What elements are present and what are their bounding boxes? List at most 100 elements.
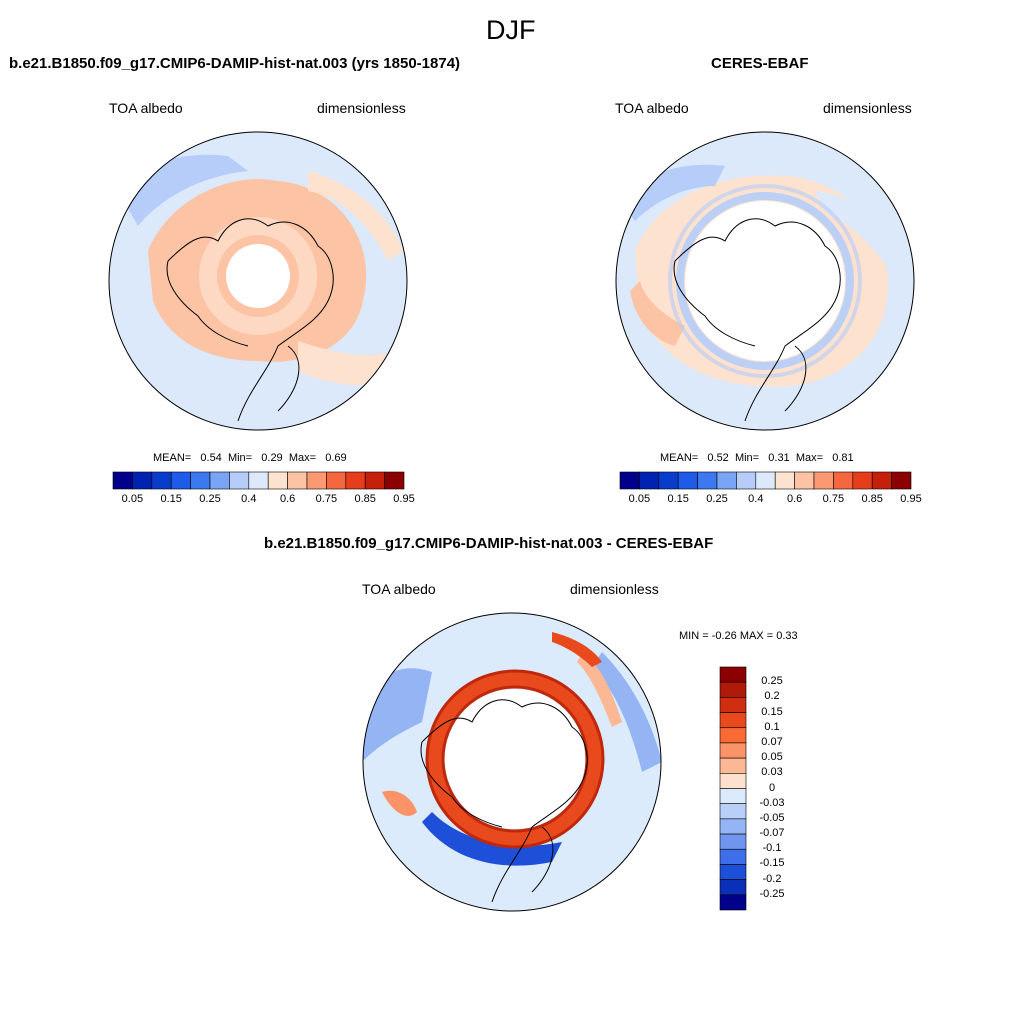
panel-2-mean-value: 0.52 (707, 452, 729, 464)
panel-3-bias-ring (428, 672, 602, 846)
colorbar-2-tick-label: 0.05 (628, 493, 651, 505)
colorbar-3-box-1 (719, 681, 747, 698)
colorbar-3-tick-label: 0.05 (761, 751, 783, 764)
panel-2-min-label: Min= (734, 452, 760, 464)
colorbar-2-box-10 (813, 471, 834, 490)
colorbar-1-tick-label: 0.05 (121, 493, 144, 505)
panel-2-units-label: dimensionless (823, 100, 912, 116)
colorbar-3-tick-label: 0 (768, 781, 776, 794)
colorbar-2-box-1 (639, 471, 660, 490)
panel-3-colorbar (719, 666, 747, 911)
colorbar-2-box-14 (891, 471, 912, 490)
colorbar-3-tick-label: -0.05 (759, 811, 785, 824)
colorbar-1-box-3 (170, 471, 191, 490)
panel-1-min-value: 0.29 (261, 452, 283, 464)
colorbar-3-box-2 (719, 697, 747, 713)
colorbar-2-tick-label: 0.75 (822, 493, 845, 505)
colorbar-3-box-9 (719, 803, 747, 820)
figure-title: DJF (486, 15, 536, 45)
colorbar-3-tick-label: 0.03 (761, 766, 783, 779)
colorbar-3-tick-label: 0.15 (761, 705, 783, 718)
colorbar-1-box-13 (364, 471, 385, 490)
panel-3-units-label: dimensionless (570, 581, 659, 597)
colorbar-2-tick-label: 0.25 (706, 493, 728, 505)
panel-1-colorbar (112, 471, 405, 490)
colorbar-2-box-8 (774, 471, 795, 490)
panel-3-polar-map (362, 612, 662, 912)
colorbar-2-tick-label: 0.95 (900, 493, 922, 505)
colorbar-3-tick-label: 0.1 (764, 720, 780, 733)
panel-1-units-label: dimensionless (317, 100, 406, 116)
colorbar-3-tick-label: -0.03 (759, 796, 785, 809)
panel-2-max-value: 0.81 (832, 452, 854, 464)
panel-1-coastlines (166, 218, 334, 422)
colorbar-2-box-13 (871, 471, 892, 490)
colorbar-2-box-6 (736, 471, 757, 490)
colorbar-3-tick-label: -0.07 (759, 827, 785, 840)
colorbar-2-tick-label: 0.6 (786, 493, 803, 505)
panel-2-colorbar-ticks: 0.05 0.15 0.25 0.4 0.6 0.75 0.85 0.95 (620, 493, 922, 507)
colorbar-1-tick-label: 0.6 (279, 493, 296, 505)
colorbar-3-tick-label: 0.07 (761, 735, 783, 748)
panel-1-stats: MEAN= 0.54 Min= 0.29 Max= 0.69 (153, 452, 347, 464)
colorbar-3-box-3 (719, 712, 747, 729)
colorbar-3-box-10 (719, 818, 747, 835)
colorbar-3-box-6 (719, 757, 747, 774)
colorbar-2-box-7 (755, 471, 776, 490)
colorbar-3-box-7 (719, 773, 747, 789)
panel-1-title: b.e21.B1850.f09_g17.CMIP6-DAMIP-hist-nat… (9, 55, 461, 72)
colorbar-1-tick-label: 0.85 (354, 493, 376, 505)
colorbar-3-tick-label: -0.25 (759, 887, 785, 900)
colorbar-2-tick-label: 0.15 (667, 493, 689, 505)
colorbar-1-box-2 (151, 471, 172, 490)
colorbar-2-box-0 (619, 471, 640, 490)
colorbar-1-box-6 (229, 471, 250, 490)
colorbar-1-box-4 (190, 471, 211, 490)
panel-2-min-value: 0.31 (768, 452, 790, 464)
colorbar-1-tick-label: 0.4 (241, 493, 257, 505)
colorbar-3-box-11 (719, 833, 747, 850)
panel-2-stats: MEAN= 0.52 Min= 0.31 Max= 0.81 (660, 452, 854, 464)
colorbar-2-box-3 (677, 471, 698, 490)
panel-2-mean-label: MEAN= (660, 452, 699, 464)
colorbar-3-tick-label: 0.2 (764, 690, 780, 703)
colorbar-3-box-12 (719, 848, 747, 865)
colorbar-1-box-0 (112, 471, 133, 490)
panel-3-min-max-text: MIN = -0.26 MAX = 0.33 (679, 630, 798, 642)
colorbar-1-tick-label: 0.95 (393, 493, 415, 505)
panel-2-polar-map (615, 131, 915, 431)
panel-1-missing-pole (226, 244, 290, 308)
colorbar-1-tick-label: 0.15 (160, 493, 182, 505)
colorbar-3-tick-label: -0.2 (762, 872, 782, 885)
colorbar-1-box-7 (248, 471, 269, 490)
colorbar-3-tick-label: -0.1 (762, 842, 782, 855)
panel-3-coastlines (420, 699, 588, 903)
colorbar-3-box-14 (719, 879, 747, 896)
colorbar-1-box-10 (306, 471, 327, 490)
colorbar-2-box-5 (716, 471, 737, 490)
panel-1-variable-label: TOA albedo (109, 100, 183, 116)
panel-1-colorbar-ticks: 0.05 0.15 0.25 0.4 0.6 0.75 0.85 0.95 (113, 493, 415, 507)
colorbar-1-box-11 (326, 471, 347, 490)
colorbar-3-box-4 (719, 727, 747, 744)
colorbar-1-box-14 (384, 471, 405, 490)
panel-3-colorbar-ticks: 0.25 0.2 0.15 0.1 0.07 0.05 0.03 0 -0.03 -0.05 -0.… (752, 667, 812, 910)
panel-2-max-label: Max= (795, 452, 824, 464)
colorbar-3-tick-label: -0.15 (759, 857, 785, 870)
panel-2-coastlines (673, 218, 841, 422)
colorbar-3-tick-label: 0.25 (761, 675, 783, 688)
colorbar-2-tick-label: 0.4 (748, 493, 764, 505)
panel-3-missing-pole (445, 689, 585, 829)
panel-1-max-label: Max= (288, 452, 317, 464)
colorbar-2-box-11 (833, 471, 854, 490)
colorbar-2-box-9 (794, 471, 815, 490)
panel-1-max-value: 0.69 (325, 452, 347, 464)
colorbar-1-box-12 (345, 471, 366, 490)
colorbar-1-box-1 (132, 471, 153, 490)
colorbar-2-box-4 (697, 471, 718, 490)
colorbar-2-tick-label: 0.85 (861, 493, 883, 505)
colorbar-1-box-5 (209, 471, 230, 490)
colorbar-3-box-0 (719, 666, 747, 683)
colorbar-1-box-9 (287, 471, 308, 490)
colorbar-1-tick-label: 0.75 (315, 493, 338, 505)
